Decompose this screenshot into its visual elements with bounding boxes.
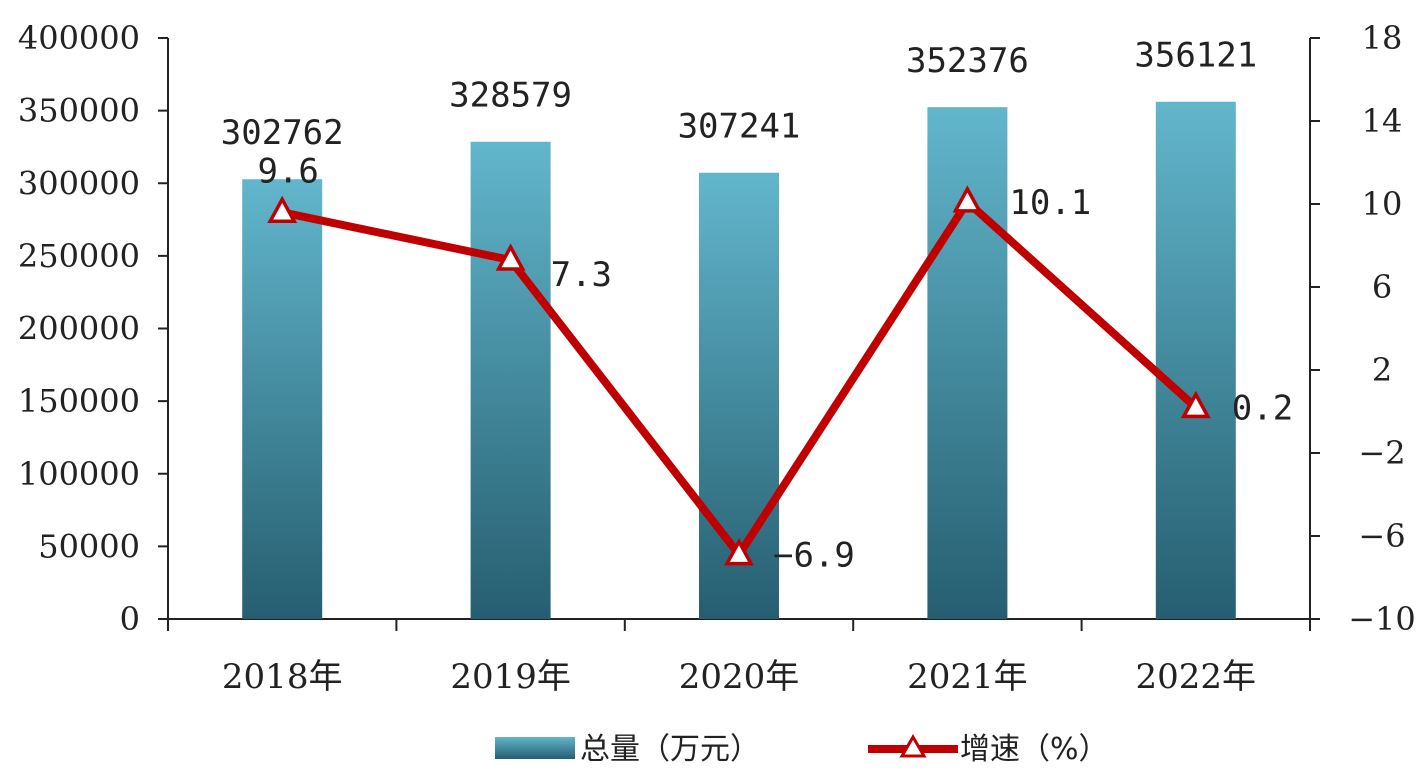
category-label: 2020年 xyxy=(679,657,800,697)
category-label: 2021年 xyxy=(907,657,1028,697)
bar xyxy=(470,141,551,619)
triangle-marker xyxy=(267,195,298,224)
left-tick-label: 400000 xyxy=(18,19,140,57)
right-axis-ticks: −10 −6 −2 2 6 10 14 18 xyxy=(1310,19,1416,638)
legend-triangle-marker-icon xyxy=(899,734,927,758)
left-tick-label: 350000 xyxy=(18,92,140,130)
left-tick-label: 100000 xyxy=(18,455,140,493)
bar-data-label: 302762 xyxy=(221,113,344,153)
left-tick-label: 200000 xyxy=(18,310,140,348)
right-tick-label: −10 xyxy=(1348,600,1416,638)
right-tick-label: 10 xyxy=(1362,185,1403,223)
legend-line-label: 增速（%） xyxy=(960,732,1109,767)
triangle-marker xyxy=(952,185,983,213)
right-tick-label: 14 xyxy=(1362,102,1403,140)
category-label: 2018年 xyxy=(222,657,343,697)
right-tick-label: 6 xyxy=(1372,268,1392,306)
legend: 总量（万元） 增速（%） xyxy=(495,732,1109,767)
triangle-marker xyxy=(724,538,754,566)
line-data-label: 10.1 xyxy=(1009,183,1091,223)
left-tick-label: 0 xyxy=(120,600,140,638)
right-tick-label: −2 xyxy=(1358,434,1405,472)
line-series xyxy=(267,185,1211,566)
left-tick-label: 150000 xyxy=(18,382,140,420)
bar xyxy=(927,107,1008,619)
bar-data-label: 328579 xyxy=(449,76,572,116)
left-axis-ticks: 0 50000 100000 150000 200000 250000 300000 3500… xyxy=(18,19,168,638)
bar-data-label: 307241 xyxy=(678,107,801,147)
category-label: 2019年 xyxy=(450,657,571,697)
left-tick-label: 50000 xyxy=(38,527,140,565)
bar xyxy=(242,179,323,619)
right-tick-label: −6 xyxy=(1358,517,1405,555)
right-tick-label: 2 xyxy=(1372,351,1392,389)
bar-data-label: 352376 xyxy=(906,41,1029,81)
category-labels: 2018年 2019年 2020年 2021年 2022年 xyxy=(222,657,1256,697)
bar-data-label: 356121 xyxy=(1134,36,1257,76)
line-data-label: 9.6 xyxy=(257,151,318,191)
bar-series xyxy=(242,101,1236,619)
triangle-marker xyxy=(1180,390,1211,419)
line-data-labels: 9.6 7.3 −6.9 10.1 0.2 xyxy=(257,151,1293,575)
right-tick-label: 18 xyxy=(1362,19,1403,57)
left-tick-label: 250000 xyxy=(18,237,140,275)
category-label: 2022年 xyxy=(1136,657,1257,697)
bar-data-labels: 302762 328579 307241 352376 356121 xyxy=(221,36,1257,154)
line-data-label: 0.2 xyxy=(1232,388,1293,428)
legend-bar-swatch xyxy=(495,737,575,759)
left-tick-label: 300000 xyxy=(18,164,140,202)
legend-bar-label: 总量（万元） xyxy=(580,732,760,767)
line-data-label: 7.3 xyxy=(551,255,612,295)
triangle-marker xyxy=(495,243,526,271)
bar xyxy=(1155,101,1236,619)
line-data-label: −6.9 xyxy=(773,536,855,576)
